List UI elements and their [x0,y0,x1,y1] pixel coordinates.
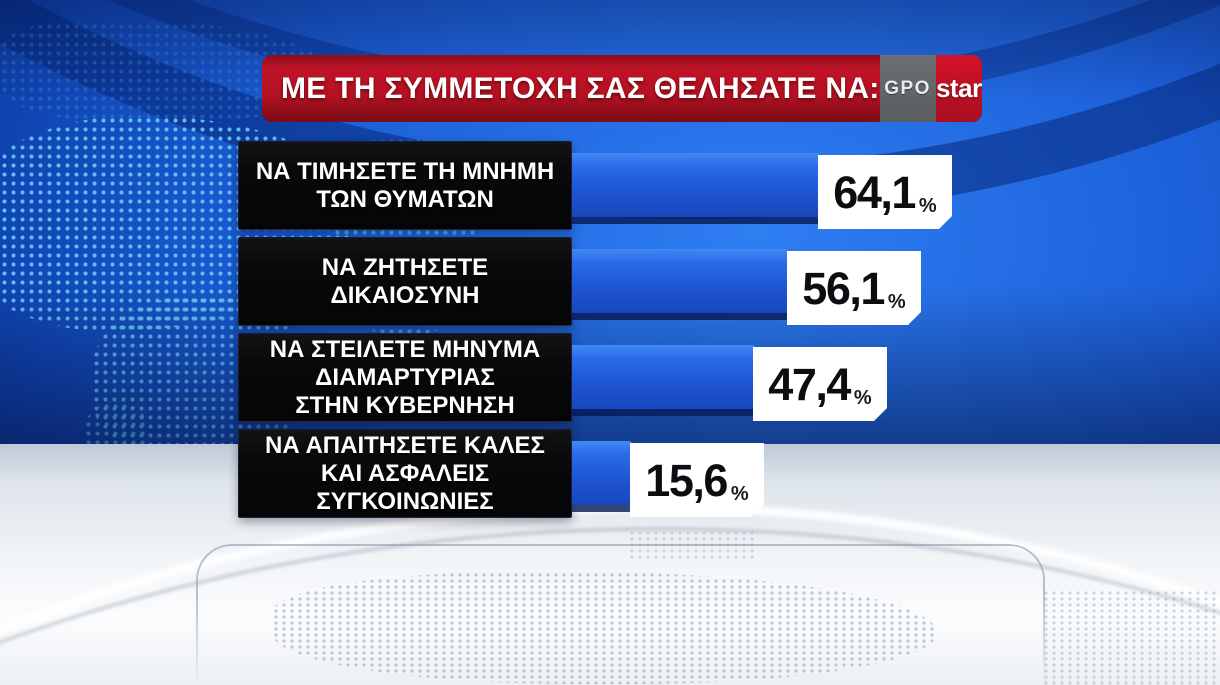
value-box: 15,6 % [630,443,764,517]
result-bar [572,249,789,313]
chart-row: ΝΑ ΤΙΜΗΣΕΤΕ ΤΗ ΜΝΗΜΗ ΤΩΝ ΘΥΜΑΤΩΝ 64,1 % [238,141,1200,237]
desk-map-dots-small [628,530,758,560]
value-box: 47,4 % [753,347,887,421]
desk-panel-outline [196,544,1045,685]
gpo-logo: GPO [879,55,936,122]
chart-row: ΝΑ ΑΠΑΙΤΗΣΕΤΕ ΚΑΛΕΣ ΚΑΙ ΑΣΦΑΛΕΙΣ ΣΥΓΚΟΙΝΩΝ… [238,429,1200,525]
category-label-line: ΝΑ ΤΙΜΗΣΕΤΕ ΤΗ ΜΝΗΜΗ [255,157,555,185]
category-label-line: ΝΑ ΑΠΑΙΤΗΣΕΤΕ ΚΑΛΕΣ [265,431,545,459]
category-label-line: ΚΑΙ ΑΣΦΑΛΕΙΣ [320,459,490,487]
category-label-line: ΔΙΑΜΑΡΤΥΡΙΑΣ [315,363,495,391]
headline-banner: ΜΕ ΤΗ ΣΥΜΜΕΤΟΧΗ ΣΑΣ ΘΕΛΗΣΑΤΕ ΝΑ: GPO sta… [262,55,982,122]
headline-title: ΜΕ ΤΗ ΣΥΜΜΕΤΟΧΗ ΣΑΣ ΘΕΛΗΣΑΤΕ ΝΑ: [281,71,880,105]
category-label-line: ΤΩΝ ΘΥΜΑΤΩΝ [316,185,494,213]
star-channel-logo: star [935,55,982,122]
result-bar [572,345,755,409]
category-label-line: ΣΤΗΝ ΚΥΒΕΡΝΗΣΗ [295,391,515,419]
value-text: 64,1 [833,166,915,218]
value-box: 64,1 % [818,155,952,229]
desk-map-dots-center [272,572,937,684]
chart-row: ΝΑ ΖΗΤΗΣΕΤΕ ΔΙΚΑΙΟΣΥΝΗ 56,1 % [238,237,1200,333]
percent-sign: % [887,291,906,313]
poll-bar-chart: ΝΑ ΤΙΜΗΣΕΤΕ ΤΗ ΜΝΗΜΗ ΤΩΝ ΘΥΜΑΤΩΝ 64,1 % Ν… [238,141,1200,525]
category-label-box: ΝΑ ΖΗΤΗΣΕΤΕ ΔΙΚΑΙΟΣΥΝΗ [238,237,572,326]
desk-map-dots-right [1042,590,1220,685]
chart-row: ΝΑ ΣΤΕΙΛΕΤΕ ΜΗΝΥΜΑ ΔΙΑΜΑΡΤΥΡΙΑΣ ΣΤΗΝ ΚΥΒΕΡ… [238,333,1200,429]
category-label-line: ΝΑ ΣΤΕΙΛΕΤΕ ΜΗΝΥΜΑ [269,335,541,363]
category-label-box: ΝΑ ΑΠΑΙΤΗΣΕΤΕ ΚΑΛΕΣ ΚΑΙ ΑΣΦΑΛΕΙΣ ΣΥΓΚΟΙΝΩΝ… [238,429,572,518]
value-text: 47,4 [768,358,850,410]
value-box: 56,1 % [787,251,921,325]
value-text: 56,1 [802,262,884,314]
category-label-line: ΣΥΓΚΟΙΝΩΝΙΕΣ [316,487,494,515]
percent-sign: % [853,387,872,409]
category-label-line: ΔΙΚΑΙΟΣΥΝΗ [330,281,480,309]
value-text: 15,6 [645,454,727,506]
category-label-box: ΝΑ ΤΙΜΗΣΕΤΕ ΤΗ ΜΝΗΜΗ ΤΩΝ ΘΥΜΑΤΩΝ [238,141,572,230]
result-bar [572,153,820,217]
result-bar [572,441,632,505]
percent-sign: % [918,195,937,217]
percent-sign: % [730,483,749,505]
category-label-box: ΝΑ ΣΤΕΙΛΕΤΕ ΜΗΝΥΜΑ ΔΙΑΜΑΡΤΥΡΙΑΣ ΣΤΗΝ ΚΥΒΕΡ… [238,333,572,422]
category-label-line: ΝΑ ΖΗΤΗΣΕΤΕ [321,253,489,281]
